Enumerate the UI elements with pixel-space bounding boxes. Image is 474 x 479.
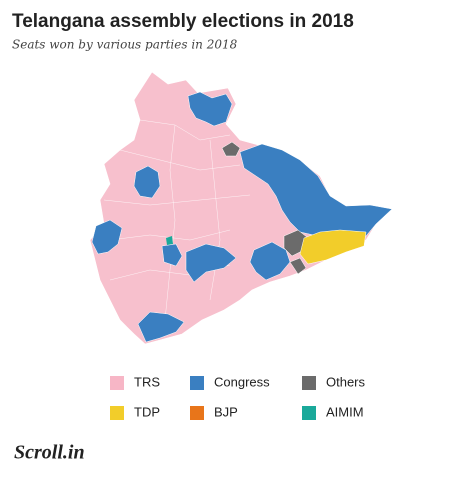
subtitle: Seats won by various parties in 2018 (12, 38, 238, 52)
region-tdp (299, 229, 367, 265)
legend-swatch (302, 406, 316, 420)
legend-label: AIMIM (326, 404, 364, 419)
legend-swatch (302, 376, 316, 390)
region-congress-west (133, 165, 161, 199)
legend-label: TRS (134, 374, 160, 389)
region-congress-north (187, 91, 233, 127)
legend-swatch (110, 406, 124, 420)
legend-label: BJP (214, 404, 238, 419)
map (89, 71, 393, 345)
legend-swatch (190, 406, 204, 420)
title: Telangana assembly elections in 2018 (12, 11, 354, 32)
region-congress-south (137, 311, 185, 343)
legend-label: TDP (134, 404, 160, 419)
logo: Scroll.in (14, 442, 85, 464)
legend: TRS Congress Others TDP BJP AIMIM (110, 374, 366, 420)
region-congress-south-b (185, 243, 237, 283)
region-congress-south-a (161, 243, 183, 267)
legend-label: Congress (214, 374, 270, 389)
region-congress-southwest (91, 219, 123, 255)
region-congress-southeast (249, 241, 291, 281)
region-others-north (221, 141, 241, 157)
region-congress-east (239, 143, 393, 237)
legend-swatch (110, 376, 124, 390)
legend-swatch (190, 376, 204, 390)
legend-label: Others (326, 374, 366, 389)
region-others-southeast (289, 257, 307, 275)
region-trs (89, 71, 393, 345)
region-aimim (166, 236, 173, 245)
